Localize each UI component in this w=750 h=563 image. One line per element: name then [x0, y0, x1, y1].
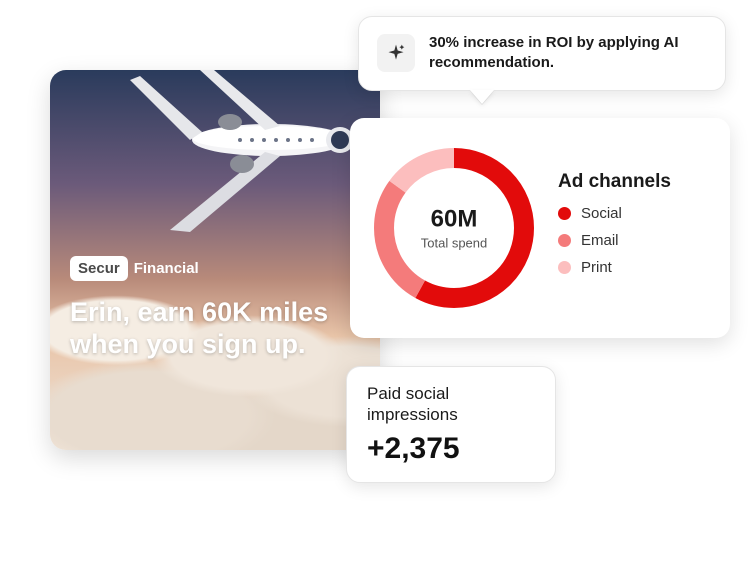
legend-item: Email	[558, 232, 671, 249]
tooltip-text: 30% increase in ROI by applying AI recom…	[429, 33, 707, 74]
paid-social-stat-card: Paid social impressions +2,375	[346, 366, 556, 483]
legend-item: Print	[558, 259, 671, 276]
ad-headline: Erin, earn 60K miles when you sign up.	[70, 296, 350, 361]
airplane-art	[130, 70, 370, 250]
legend-label: Print	[581, 259, 612, 276]
ai-recommendation-tooltip: 30% increase in ROI by applying AI recom…	[358, 16, 726, 91]
brand-badge: Secur Financial	[70, 256, 199, 281]
donut-center-label: Total spend	[421, 236, 488, 251]
donut-center: 60M Total spend	[421, 206, 488, 251]
tooltip-tail	[470, 90, 494, 104]
legend-dot	[558, 234, 571, 247]
legend-dot	[558, 207, 571, 220]
legend-item: Social	[558, 205, 671, 222]
brand-rest-text: Financial	[128, 260, 199, 277]
chart-legend: Ad channels Social Email Print	[558, 171, 671, 286]
donut-center-value: 60M	[421, 206, 488, 234]
donut-chart: 60M Total spend	[374, 148, 534, 308]
stat-label: Paid social impressions	[367, 383, 535, 426]
legend-label: Social	[581, 205, 622, 222]
stat-value: +2,375	[367, 432, 535, 466]
ad-channels-chart-card: 60M Total spend Ad channels Social Email P…	[350, 118, 730, 338]
ad-creative-card: Secur Financial Erin, earn 60K miles whe…	[50, 70, 380, 450]
legend-dot	[558, 261, 571, 274]
sparkle-icon	[377, 34, 415, 72]
brand-box-text: Secur	[70, 256, 128, 281]
legend-title: Ad channels	[558, 171, 671, 193]
legend-label: Email	[581, 232, 619, 249]
